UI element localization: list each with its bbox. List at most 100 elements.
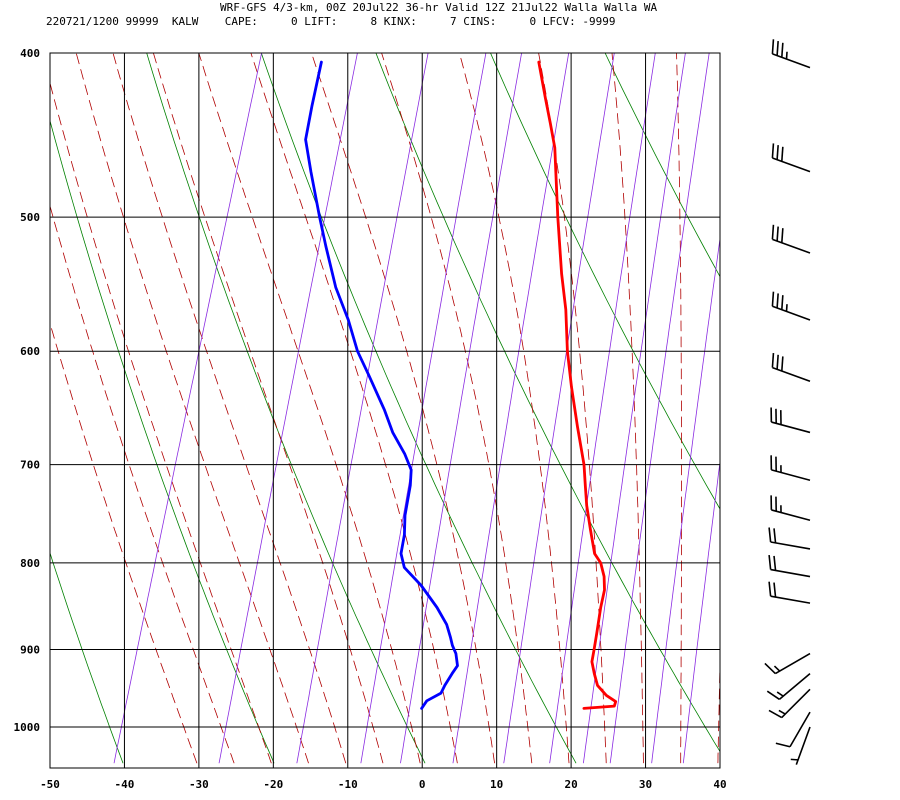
wind-barb <box>768 527 811 550</box>
mixing-ratio-line <box>113 53 263 764</box>
dewpoint-profile <box>304 60 459 710</box>
wind-barb-staff <box>770 568 811 578</box>
x-tick-label: 10 <box>490 778 503 791</box>
moist-adiabat <box>152 53 384 764</box>
moist-adiabat <box>50 321 198 764</box>
x-tick-label: -10 <box>338 778 358 791</box>
mixing-ratio-line <box>296 53 429 764</box>
wind-barb <box>771 143 811 173</box>
moist-adiabat <box>198 53 421 764</box>
wind-barb-feather <box>771 39 775 54</box>
temperature-profile <box>537 60 618 710</box>
wind-barb <box>768 688 811 719</box>
wind-barb-half-feather <box>785 304 788 312</box>
wind-barb-feather <box>768 555 772 570</box>
x-tick-label: 20 <box>564 778 577 791</box>
p-tick-label: 800 <box>20 557 40 570</box>
p-tick-label: 700 <box>20 459 40 472</box>
p-tick-label: 1000 <box>14 721 41 734</box>
moist-adiabat <box>611 53 644 764</box>
wind-barb-staff <box>771 421 811 434</box>
x-tick-label: 40 <box>713 778 726 791</box>
x-tick-label: -40 <box>115 778 135 791</box>
wind-barbs <box>764 39 811 765</box>
wind-barb-feather <box>775 742 791 748</box>
chart-title: WRF-GFS 4/3-km, 00Z 20Jul22 36-hr Valid … <box>220 1 658 14</box>
mixing-ratio-line <box>583 53 686 764</box>
wind-barb <box>771 291 811 321</box>
wind-barb-staff <box>771 509 811 522</box>
moist-adiabat <box>381 53 533 764</box>
wind-barb-staff <box>781 688 811 719</box>
x-tick-label: -50 <box>40 778 60 791</box>
wind-barb-half-feather <box>785 51 788 60</box>
wind-barb-feather <box>768 581 772 597</box>
axis-tick-labels: -50 -40 -30 -20 -10 0 10 20 30 40 400 500 600 700 800 9… <box>14 47 727 791</box>
p-tick-label: 400 <box>20 47 40 60</box>
mixing-ratio-line <box>503 53 615 764</box>
wind-barb-feather <box>768 709 783 719</box>
wind-barb <box>770 407 811 434</box>
wind-barb-feather <box>771 224 775 240</box>
wind-barb-feather <box>773 528 777 543</box>
wind-barb-staff <box>772 53 811 69</box>
mixing-ratio-line <box>651 235 720 764</box>
wind-barb-feather <box>766 690 780 700</box>
wind-barb <box>770 455 811 482</box>
dry-adiabat <box>824 34 900 763</box>
x-tick-label: -20 <box>263 778 283 791</box>
wind-barb-feather <box>781 356 784 372</box>
wind-barb-feather <box>771 353 775 368</box>
wind-barb-staff <box>771 469 811 482</box>
wind-barb <box>766 673 811 700</box>
wind-barb-staff <box>789 711 811 748</box>
plot-frame <box>49 52 721 769</box>
wind-barb <box>775 711 811 748</box>
moist-adiabat <box>458 53 570 764</box>
sounding-profiles <box>304 60 618 710</box>
dry-adiabat <box>50 551 124 764</box>
mixing-ratio-line <box>682 458 720 764</box>
x-tick-label: 0 <box>419 778 426 791</box>
x-tick-label: 30 <box>639 778 652 791</box>
dry-adiabat <box>146 53 426 764</box>
wind-barb <box>771 224 811 254</box>
dry-adiabat <box>604 53 720 278</box>
wind-barb-staff <box>772 157 811 173</box>
wind-barb <box>790 726 811 765</box>
wind-barb-feather <box>773 582 777 598</box>
wind-barb-feather <box>773 555 777 571</box>
wind-barb-half-feather <box>773 665 781 672</box>
wind-barb-feather <box>776 293 779 309</box>
p-tick-label: 500 <box>20 211 40 224</box>
wind-barb-feather <box>771 143 775 159</box>
wind-barb-feather <box>781 295 784 310</box>
wind-barb-staff <box>772 238 811 254</box>
moist-adiabat <box>50 204 235 764</box>
wind-barb-staff <box>774 652 811 675</box>
wind-barb-feather <box>771 291 775 307</box>
chart-index-line: 220721/1200 99999 KALW CAPE: 0 LIFT: 8 K… <box>46 15 616 28</box>
wind-barb <box>768 581 811 604</box>
wind-barb <box>770 495 811 522</box>
p-tick-label: 900 <box>20 643 40 656</box>
wind-barb-feather <box>776 354 779 370</box>
wind-barb-staff <box>795 726 811 765</box>
dry-adiabat <box>719 53 720 55</box>
wind-barb-staff <box>770 595 811 604</box>
wind-barb <box>764 652 811 675</box>
wind-barb-staff <box>772 366 811 383</box>
wind-barb-feather <box>776 226 779 242</box>
wind-barb-staff <box>770 541 811 550</box>
plot-grid <box>50 34 900 768</box>
wind-barb-half-feather <box>778 709 786 715</box>
dry-adiabat <box>50 119 275 764</box>
wind-barb-half-feather <box>776 691 784 697</box>
wind-barb-feather <box>768 527 772 543</box>
dry-adiabat <box>490 53 720 510</box>
wind-barb-feather <box>781 146 784 162</box>
mixing-ratio-line <box>400 53 523 764</box>
wind-barb <box>771 353 811 383</box>
wind-barb <box>771 39 811 69</box>
